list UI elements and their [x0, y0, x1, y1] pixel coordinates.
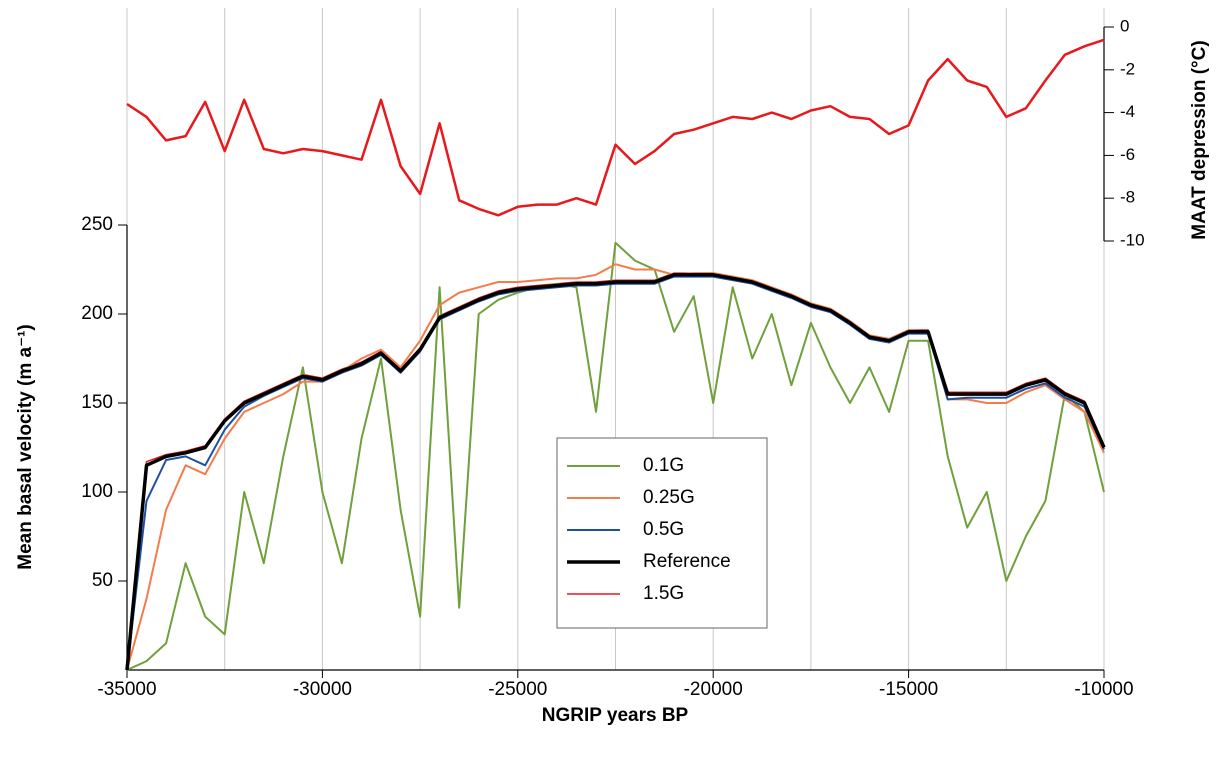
x-tick-label: -20000	[684, 679, 743, 700]
legend-label: 0.25G	[643, 487, 695, 508]
x-tick-label: -10000	[1074, 679, 1133, 700]
y2-tick-label: -10	[1120, 230, 1145, 249]
y2-tick-label: -6	[1120, 145, 1135, 164]
y-tick-label: 250	[81, 214, 113, 235]
legend-label: Reference	[643, 551, 731, 572]
y2-tick-label: -4	[1120, 102, 1135, 121]
series-line	[125, 273, 1106, 671]
legend-box	[556, 437, 768, 629]
x-tick-label: -25000	[488, 679, 547, 700]
y2-tick-label: -8	[1120, 188, 1135, 207]
series-line	[126, 241, 1105, 671]
legend: 0.1G 0.25G 0.5G Reference 1.5G	[556, 437, 768, 629]
y-axis-title: Mean basal velocity (m a⁻¹)	[15, 324, 36, 570]
y2-tick-label: 0	[1120, 16, 1129, 35]
legend-label: 0.5G	[643, 519, 684, 540]
x-tick-label: -15000	[879, 679, 938, 700]
x-axis-title: NGRIP years BP	[542, 705, 689, 726]
y2-axis-title: MAAT depression (°C)	[1189, 40, 1210, 239]
x-tick-label: -30000	[293, 679, 352, 700]
legend-label: 0.1G	[643, 455, 684, 476]
x-tick-label: -35000	[97, 679, 156, 700]
y-tick-label: 150	[81, 392, 113, 413]
y-tick-label: 50	[92, 570, 113, 591]
y-tick-label: 100	[81, 481, 113, 502]
y2-tick-label: -2	[1120, 59, 1135, 78]
series-line	[126, 38, 1105, 217]
legend-label: 1.5G	[643, 583, 684, 604]
y-tick-label: 200	[81, 303, 113, 324]
